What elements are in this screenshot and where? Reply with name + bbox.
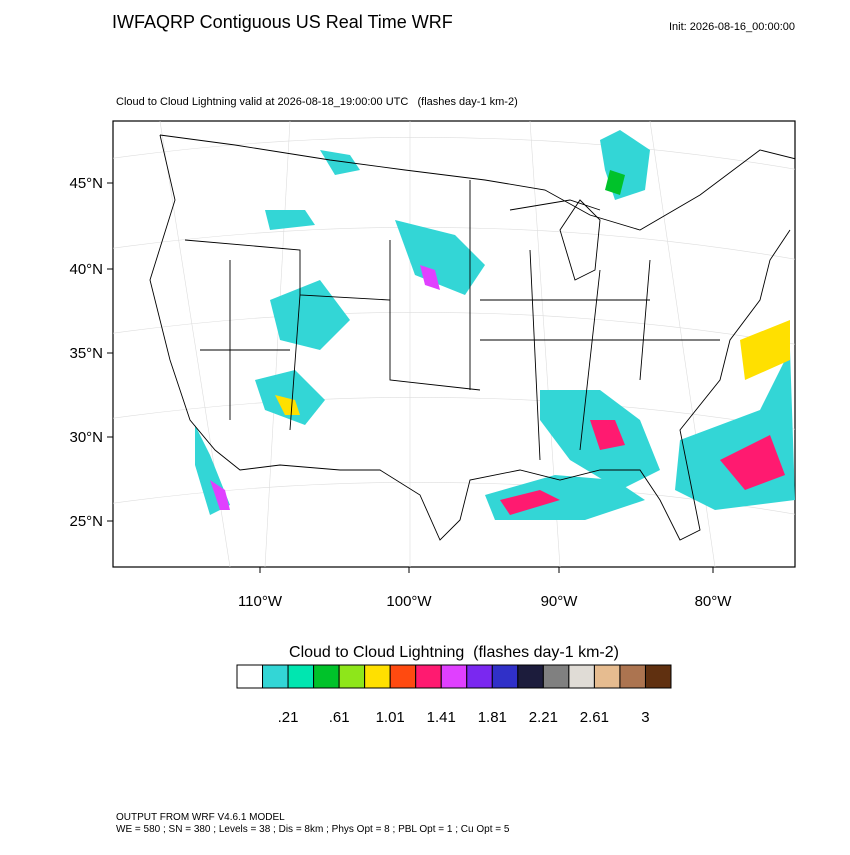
color-box bbox=[593, 664, 621, 689]
color-box bbox=[517, 664, 544, 689]
colorbar-label: 1.41 bbox=[427, 709, 456, 726]
colorbar-label: 1.81 bbox=[478, 709, 507, 726]
colorbar-label: .61 bbox=[329, 709, 350, 726]
color-box bbox=[619, 664, 646, 689]
lat-label: 25°N bbox=[69, 513, 103, 530]
colorbar-label: 2.61 bbox=[580, 709, 609, 726]
color-box bbox=[568, 664, 595, 689]
lat-label: 40°N bbox=[69, 261, 103, 278]
init-time: Init: 2026-08-16_00:00:00 bbox=[669, 21, 795, 33]
color-box bbox=[287, 664, 315, 689]
color-box bbox=[440, 664, 468, 689]
colorbar-label: 2.21 bbox=[529, 709, 558, 726]
color-box bbox=[236, 664, 264, 689]
color-box bbox=[644, 664, 672, 689]
footer-line: OUTPUT FROM WRF V4.6.1 MODEL bbox=[116, 812, 285, 823]
lat-label: 35°N bbox=[69, 345, 103, 362]
lon-label: 100°W bbox=[386, 593, 432, 610]
map-content bbox=[113, 121, 795, 567]
footer-line: WE = 580 ; SN = 380 ; Levels = 38 ; Dis … bbox=[116, 824, 510, 835]
colorbar-label: 1.01 bbox=[376, 709, 405, 726]
subtitle: Cloud to Cloud Lightning valid at 2026-0… bbox=[116, 96, 518, 108]
color-box bbox=[313, 664, 340, 689]
color-box bbox=[542, 664, 570, 689]
longitude-labels: 110°W 100°W 90°W 80°W bbox=[238, 567, 732, 610]
lon-label: 90°W bbox=[541, 593, 579, 610]
colorbar-label: .21 bbox=[278, 709, 299, 726]
lon-label: 80°W bbox=[695, 593, 733, 610]
lat-label: 30°N bbox=[69, 429, 103, 446]
colorbar-label: 3 bbox=[641, 709, 649, 726]
colorbar-title: Cloud to Cloud Lightning (flashes day-1 … bbox=[289, 644, 619, 661]
color-box bbox=[364, 664, 391, 689]
latitude-labels: 45°N 40°N 35°N 30°N 25°N bbox=[69, 175, 113, 530]
color-box bbox=[491, 664, 519, 689]
color-box bbox=[338, 664, 366, 689]
lat-label: 45°N bbox=[69, 175, 103, 192]
colorbar: .21 .61 1.01 1.41 1.81 2.21 2.61 3 bbox=[236, 664, 672, 726]
color-box bbox=[415, 664, 442, 689]
map: 45°N 40°N 35°N 30°N 25°N 110°W 100°W 90°W 80°W bbox=[69, 120, 796, 610]
color-box bbox=[262, 664, 289, 689]
lightning-areas bbox=[195, 130, 795, 520]
lon-label: 110°W bbox=[238, 593, 283, 610]
boundaries bbox=[149, 134, 795, 541]
title: IWFAQRP Contiguous US Real Time WRF bbox=[112, 12, 453, 32]
color-box bbox=[389, 664, 417, 689]
color-box bbox=[466, 664, 493, 689]
